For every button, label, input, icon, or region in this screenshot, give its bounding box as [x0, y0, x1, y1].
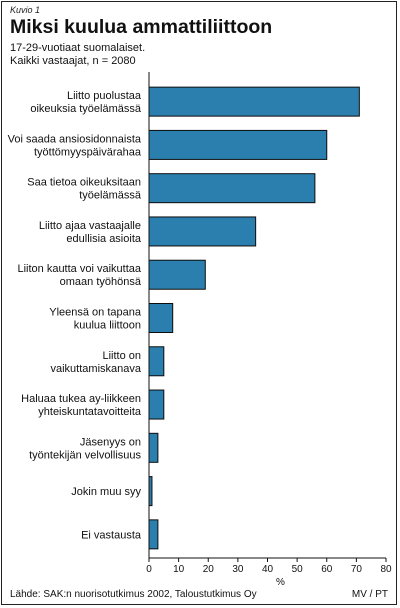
category-label-7-line-2: vaikuttamiskanava	[51, 363, 142, 375]
subtitle-line-2: Kaikki vastaajat, n = 2080	[10, 55, 136, 67]
subtitle-line-1: 17-29-vuotiaat suomalaiset.	[10, 42, 146, 54]
bar-4	[148, 216, 257, 247]
x-tick-label-30: 30	[232, 564, 244, 575]
x-tick-label-60: 60	[321, 564, 333, 575]
category-label-1-line-2: oikeuksia työelämässä	[30, 103, 142, 115]
x-axis-title: %	[276, 577, 285, 588]
bar-5	[148, 259, 206, 290]
x-tick-label-20: 20	[203, 564, 215, 575]
bar-6	[148, 303, 174, 333]
category-label-10-line-1: Jokin muu syy	[71, 486, 141, 498]
figure-label: Kuvio 1	[10, 5, 41, 15]
category-label-3-line-2: työelämässä	[79, 190, 142, 202]
category-label-6-line-2: kuulua liittoon	[74, 320, 141, 332]
bar-3	[148, 173, 316, 204]
category-label-6-line-1: Yleensä on tapana	[49, 307, 142, 319]
bar-9	[148, 432, 159, 463]
bar-8	[148, 389, 165, 420]
category-label-4-line-1: Liitto ajaa vastaajalle	[39, 220, 141, 232]
chart-subtitle: 17-29-vuotiaat suomalaiset. Kaikki vasta…	[10, 42, 145, 68]
x-tick-label-80: 80	[380, 564, 392, 575]
x-tick-label-40: 40	[262, 564, 274, 575]
category-label-8-line-1: Haluaa tukea ay-liikkeen	[21, 393, 141, 405]
category-label-9-line-2: työntekijän velvollisuus	[29, 449, 141, 461]
category-label-1-line-1: Liitto puolustaa	[67, 90, 142, 102]
category-label-2-line-1: Voi saada ansiosidonnaista	[8, 133, 142, 145]
x-tick-label-50: 50	[292, 564, 304, 575]
category-label-8-line-2: yhteiskuntatavoitteita	[38, 406, 142, 418]
credit-note: MV / PT	[351, 589, 388, 600]
category-label-4-line-2: edullisia asioita	[66, 233, 141, 245]
chart-title: Miksi kuulua ammattiliittoon	[10, 16, 273, 38]
category-label-7-line-1: Liitto on	[102, 350, 141, 362]
x-tick-label-10: 10	[173, 564, 185, 575]
category-label-11-line-1: Ei vastausta	[81, 529, 142, 541]
category-label-9-line-1: Jäsenyys on	[80, 436, 141, 448]
category-label-5-line-2: omaan työhönsä	[60, 276, 142, 288]
bar-7	[148, 346, 165, 377]
bar-2	[148, 129, 328, 160]
bar-1	[148, 86, 360, 117]
category-label-3-line-1: Saa tietoa oikeuksitaan	[27, 177, 141, 189]
source-note: Lähde: SAK:n nuorisotutkimus 2002, Talou…	[10, 589, 257, 600]
category-label-5-line-1: Liiton kautta voi vaikuttaa	[17, 263, 141, 275]
bar-11	[148, 519, 159, 550]
x-tick-label-70: 70	[351, 564, 363, 575]
category-label-2-line-2: työttömyyspäivärahaa	[34, 146, 142, 158]
x-tick-label-0: 0	[146, 564, 152, 575]
